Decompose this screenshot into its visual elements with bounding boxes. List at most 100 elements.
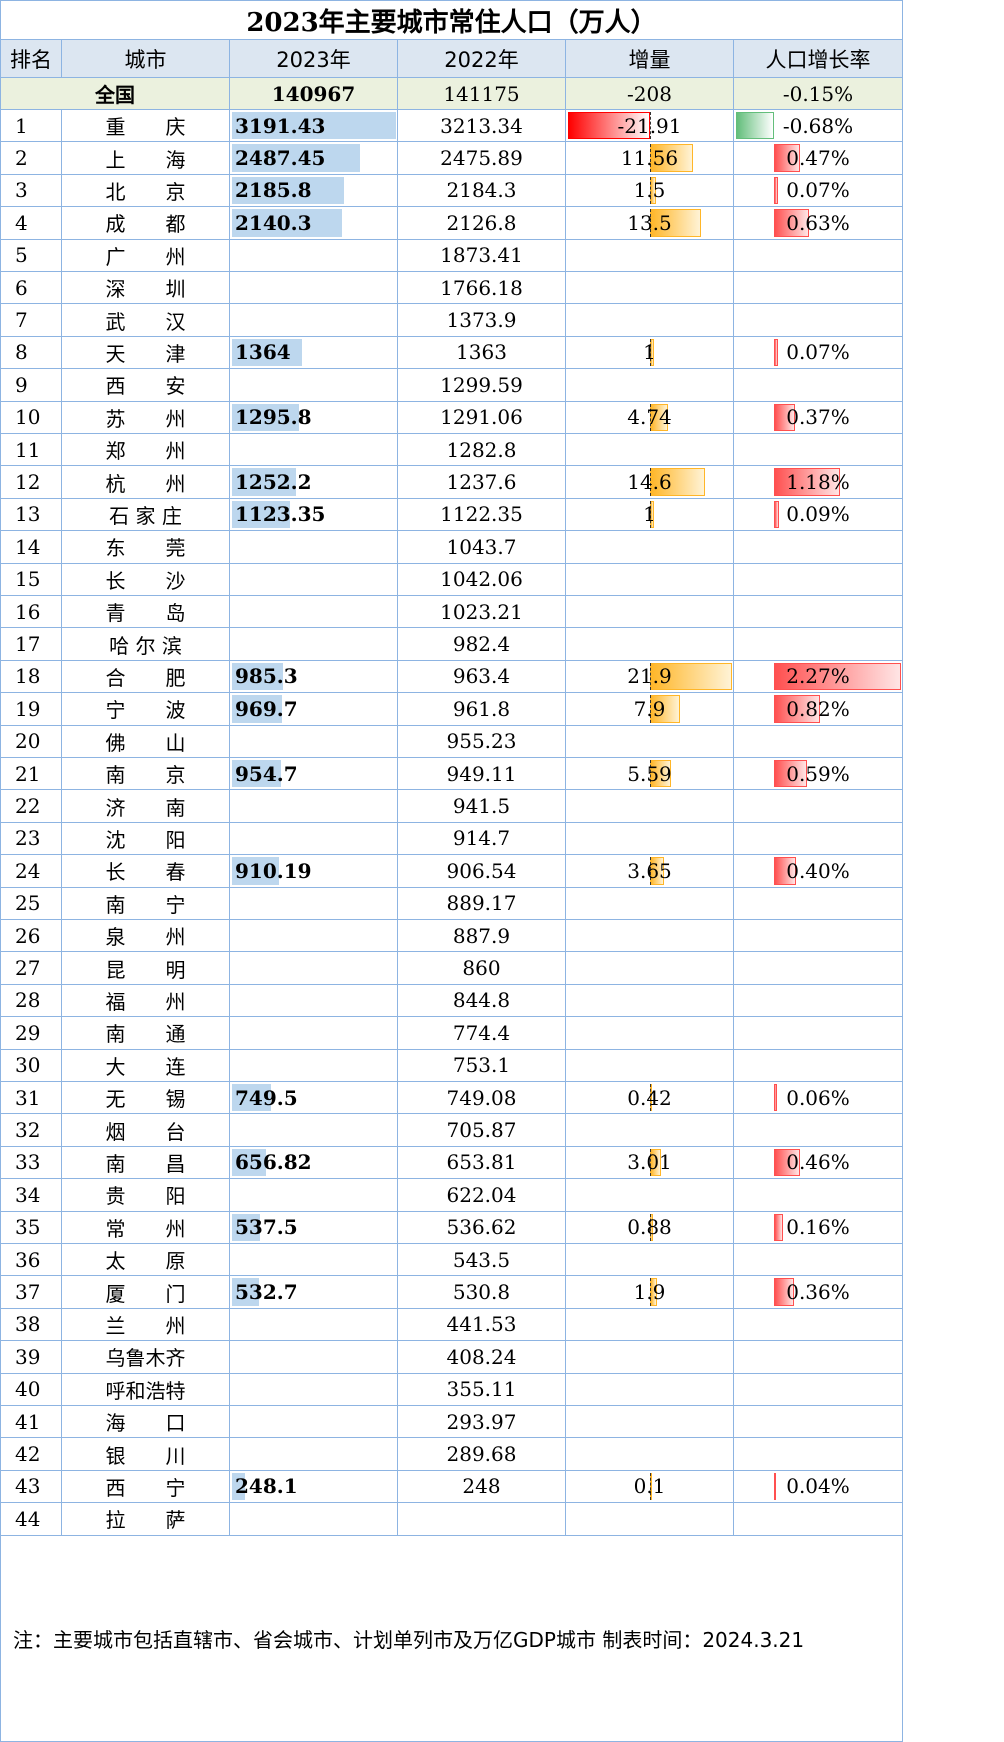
- city-cell[interactable]: 呼和浩特: [62, 1373, 230, 1406]
- city-cell[interactable]: 兰 州: [62, 1308, 230, 1342]
- city-cell[interactable]: 上 海: [62, 142, 230, 175]
- rank-value: 26: [15, 923, 41, 948]
- city-cell[interactable]: 海 口: [62, 1406, 230, 1439]
- value-2022: 1043.7: [446, 534, 517, 559]
- city-cell[interactable]: 烟 台: [62, 1114, 230, 1147]
- city-cell[interactable]: 东 莞: [62, 531, 230, 564]
- city-cell[interactable]: 杭 州: [62, 466, 230, 499]
- value-2022-cell: 963.4: [398, 660, 566, 694]
- header-4[interactable]: 增量: [566, 40, 734, 78]
- city-cell[interactable]: 苏 州: [62, 401, 230, 434]
- value-2022-cell: 441.53: [398, 1308, 566, 1342]
- bar-2023: [232, 760, 282, 788]
- value-2023-cell: [230, 239, 398, 272]
- value-2022-cell: 622.04: [398, 1179, 566, 1212]
- header-0[interactable]: 排名: [0, 40, 62, 78]
- rate-cell: [734, 887, 903, 920]
- header-2[interactable]: 2023年: [230, 40, 398, 78]
- value-2022: 705.87: [446, 1118, 517, 1143]
- value-2023-cell: [230, 272, 398, 305]
- rank-value: 3: [15, 178, 28, 203]
- value-2023-cell: [230, 1438, 398, 1471]
- rank-value: 12: [15, 470, 41, 495]
- value-2022-cell: 1042.06: [398, 563, 566, 596]
- city-cell[interactable]: 南 宁: [62, 887, 230, 920]
- city-cell[interactable]: 南 京: [62, 758, 230, 791]
- bar-rate: [774, 1472, 777, 1501]
- city-cell[interactable]: 青 岛: [62, 596, 230, 629]
- header-3[interactable]: 2022年: [398, 40, 566, 78]
- rank-cell: 19: [0, 693, 62, 726]
- city-cell[interactable]: 天 津: [62, 336, 230, 370]
- value-2022-cell: 248: [398, 1470, 566, 1504]
- rank-value: 6: [15, 275, 28, 300]
- value-2022: 963.4: [452, 664, 511, 689]
- rank-value: 2: [15, 146, 28, 171]
- city-cell[interactable]: 长 沙: [62, 563, 230, 596]
- city-cell[interactable]: 广 州: [62, 239, 230, 272]
- city-cell[interactable]: 乌鲁木齐: [62, 1341, 230, 1374]
- city-cell[interactable]: 南 通: [62, 1017, 230, 1050]
- city-cell[interactable]: 佛 山: [62, 725, 230, 758]
- value-2022-cell: 530.8: [398, 1276, 566, 1309]
- city-cell[interactable]: 大 连: [62, 1049, 230, 1082]
- bar-2023: [232, 1472, 245, 1501]
- city-cell[interactable]: 太 原: [62, 1244, 230, 1277]
- rate-value: 0.63%: [786, 210, 850, 235]
- city-cell[interactable]: 成 都: [62, 207, 230, 240]
- value-2023-cell: [230, 887, 398, 920]
- city-cell[interactable]: 石 家 庄: [62, 498, 230, 532]
- header-5[interactable]: 人口增长率: [734, 40, 903, 78]
- rank-cell: 43: [0, 1470, 62, 1504]
- city-cell[interactable]: 合 肥: [62, 660, 230, 694]
- increase-value: 11.56: [620, 146, 679, 171]
- city-cell[interactable]: 西 安: [62, 369, 230, 402]
- increase-cell: 13.5: [566, 207, 734, 240]
- bar-2023: [232, 144, 360, 172]
- city-cell[interactable]: 北 京: [62, 174, 230, 208]
- city-cell[interactable]: 厦 门: [62, 1276, 230, 1309]
- city-cell[interactable]: 济 南: [62, 790, 230, 823]
- city-cell[interactable]: 福 州: [62, 984, 230, 1018]
- bar-2023: [232, 468, 297, 496]
- rate-cell: 0.40%: [734, 855, 903, 888]
- city-cell[interactable]: 泉 州: [62, 920, 230, 953]
- rank-cell: 17: [0, 628, 62, 661]
- value-2022: 1766.18: [440, 275, 523, 300]
- value-2022: 355.11: [446, 1377, 517, 1402]
- increase-cell: [566, 1308, 734, 1342]
- city-cell[interactable]: 郑 州: [62, 434, 230, 467]
- value-2022-cell: 889.17: [398, 887, 566, 920]
- value-2023-cell: [230, 531, 398, 564]
- city-cell[interactable]: 昆 明: [62, 952, 230, 985]
- value-2022: 982.4: [452, 632, 511, 657]
- city-cell[interactable]: 哈 尔 滨: [62, 628, 230, 661]
- rank-value: 8: [15, 340, 28, 365]
- city-cell[interactable]: 无 锡: [62, 1082, 230, 1115]
- city-cell[interactable]: 西 宁: [62, 1470, 230, 1504]
- rank-value: 40: [15, 1377, 41, 1402]
- city-cell[interactable]: 长 春: [62, 855, 230, 888]
- city-cell[interactable]: 重 庆: [62, 110, 230, 143]
- city-cell[interactable]: 银 川: [62, 1438, 230, 1471]
- city-cell[interactable]: 沈 阳: [62, 822, 230, 856]
- value-2022: 749.08: [446, 1085, 517, 1110]
- value-2023-cell: 2487.45: [230, 142, 398, 175]
- city-cell[interactable]: 常 州: [62, 1211, 230, 1244]
- city-cell[interactable]: 宁 波: [62, 693, 230, 726]
- value-2023-cell: 656.82: [230, 1146, 398, 1180]
- value-2022: 3213.34: [440, 113, 523, 138]
- value-2022: 1042.06: [440, 567, 523, 592]
- city-cell[interactable]: 武 汉: [62, 304, 230, 337]
- header-1[interactable]: 城市: [62, 40, 230, 78]
- city-cell[interactable]: 深 圳: [62, 272, 230, 305]
- increase-cell: [566, 1017, 734, 1050]
- increase-cell: [566, 239, 734, 272]
- city-cell[interactable]: 拉 萨: [62, 1503, 230, 1536]
- value-2022: 1122.35: [440, 502, 523, 527]
- rank-cell: 21: [0, 758, 62, 791]
- value-2022-cell: 653.81: [398, 1146, 566, 1180]
- city-cell[interactable]: 贵 阳: [62, 1179, 230, 1212]
- value-2023-cell: [230, 1244, 398, 1277]
- city-cell[interactable]: 南 昌: [62, 1146, 230, 1180]
